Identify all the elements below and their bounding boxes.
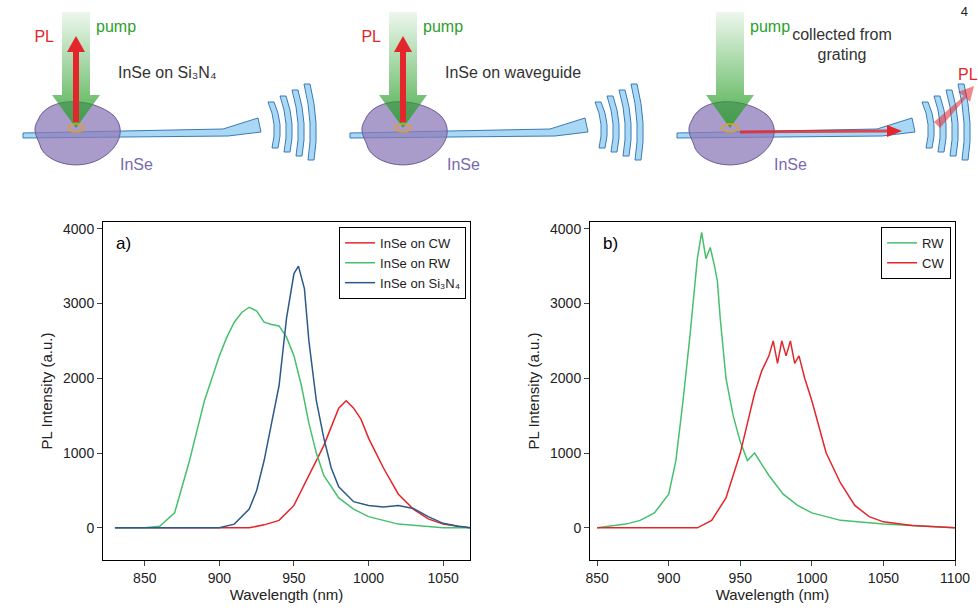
svg-text:4000: 4000	[550, 221, 581, 237]
svg-text:0: 0	[573, 520, 581, 536]
svg-text:1000: 1000	[796, 570, 827, 586]
svg-text:PL Intensity (a.u.): PL Intensity (a.u.)	[38, 332, 55, 449]
svg-text:grating: grating	[818, 46, 867, 63]
svg-text:4: 4	[961, 4, 968, 19]
svg-text:1000: 1000	[353, 570, 384, 586]
svg-text:InSe on waveguide: InSe on waveguide	[445, 64, 581, 81]
svg-text:PL: PL	[361, 28, 381, 45]
svg-text:1050: 1050	[868, 570, 899, 586]
svg-text:2000: 2000	[63, 370, 94, 386]
svg-text:pump: pump	[750, 18, 790, 35]
svg-text:InSe on Si₃N₄: InSe on Si₃N₄	[380, 276, 460, 291]
svg-text:a): a)	[116, 234, 131, 253]
svg-text:1000: 1000	[550, 445, 581, 461]
svg-text:900: 900	[657, 570, 681, 586]
svg-text:900: 900	[208, 570, 232, 586]
svg-text:1050: 1050	[428, 570, 459, 586]
svg-text:PL Intensity (a.u.): PL Intensity (a.u.)	[525, 332, 542, 449]
svg-text:PL: PL	[34, 28, 54, 45]
svg-text:Wavelength (nm): Wavelength (nm)	[716, 586, 830, 603]
svg-text:950: 950	[729, 570, 753, 586]
svg-text:RW: RW	[922, 236, 944, 251]
svg-text:1000: 1000	[63, 445, 94, 461]
svg-text:InSe on CW: InSe on CW	[380, 236, 451, 251]
svg-text:pump: pump	[96, 18, 136, 35]
svg-text:CW: CW	[922, 256, 944, 271]
svg-text:850: 850	[133, 570, 157, 586]
svg-text:InSe on RW: InSe on RW	[380, 256, 451, 271]
svg-text:InSe on Si₃N₄: InSe on Si₃N₄	[118, 64, 216, 81]
svg-text:3000: 3000	[550, 295, 581, 311]
svg-text:2000: 2000	[550, 370, 581, 386]
svg-text:4000: 4000	[63, 221, 94, 237]
svg-text:b): b)	[603, 234, 618, 253]
svg-text:pump: pump	[423, 18, 463, 35]
svg-text:collected from: collected from	[792, 26, 892, 43]
svg-text:850: 850	[585, 570, 609, 586]
svg-text:3000: 3000	[63, 295, 94, 311]
svg-text:Wavelength (nm): Wavelength (nm)	[230, 586, 344, 603]
svg-text:950: 950	[282, 570, 306, 586]
svg-text:PL: PL	[958, 66, 978, 83]
svg-text:InSe: InSe	[447, 156, 480, 173]
svg-text:1100: 1100	[940, 570, 970, 586]
svg-text:InSe: InSe	[120, 156, 153, 173]
svg-text:InSe: InSe	[774, 156, 807, 173]
svg-text:0: 0	[86, 520, 94, 536]
